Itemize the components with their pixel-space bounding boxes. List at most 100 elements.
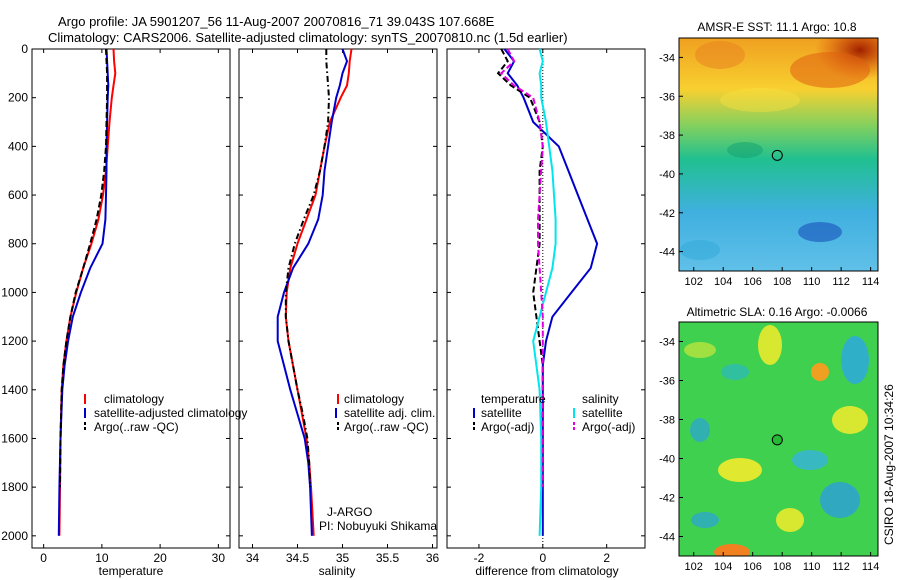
y-tick-label: 1400 (1, 383, 28, 397)
temperature-ticks: 0 10 20 30 0 200 400 600 800 1000 1200 1400 1600 1800… (1, 42, 230, 565)
x-tick-label: 30 (212, 551, 226, 565)
map-x-tick-label: 102 (685, 561, 703, 573)
map-y-tick-label: -40 (659, 454, 675, 466)
temperature-series (57, 48, 117, 536)
sla-map-frame (678, 321, 879, 557)
series-line-temperature-argo-adj (496, 48, 544, 488)
temperature-xlabel: temperature (99, 564, 164, 578)
sst-map-panel: AMSR-E SST: 11.1 Argo: 10.8 102 104 106 108… (659, 20, 879, 288)
sla-map-ticks: 102 104 106 108 110 112 114 -34 -36 -38 -40 -42 -44 (659, 337, 879, 574)
sla-blob-10 (820, 482, 860, 518)
salinity-panel: 34 34.5 35 35.5 36 salinity climatology sate… (238, 48, 439, 578)
x-tick-label: 35.5 (376, 551, 400, 565)
argo-location-marker (771, 149, 783, 161)
series-line-argo-raw-qc (59, 48, 109, 488)
sla-map-panel: Altimetric SLA: 0.16 Argo: -0.0066 102 10… (659, 305, 879, 573)
sst-blue-patch (680, 240, 720, 260)
salinity-legend: climatology satellite adj. clim. Argo(..… (335, 392, 435, 434)
map-y-tick-label: -34 (659, 337, 675, 349)
legend-label-temp-satellite: satellite (481, 406, 522, 420)
difference-xlabel: difference from climatology (475, 564, 618, 578)
figure-title-line2: Climatology: CARS2006. Satellite-adjuste… (48, 30, 568, 45)
argo-location-marker-sla (771, 434, 783, 446)
x-tick-label: 10 (95, 551, 109, 565)
series-line-salinity-argo-adj (499, 48, 544, 488)
legend-group-salinity: salinity (582, 392, 619, 406)
map-y-tick-label: -38 (659, 415, 675, 427)
map-y-tick-label: -36 (659, 91, 675, 103)
map-x-tick-label: 112 (832, 276, 850, 288)
sst-green-patch (727, 142, 763, 158)
sst-map-title: AMSR-E SST: 11.1 Argo: 10.8 (697, 20, 857, 34)
sla-blob-13 (776, 508, 804, 532)
sla-blob-2 (721, 364, 749, 380)
y-tick-label: 1200 (1, 334, 28, 348)
sla-blob-3 (758, 325, 782, 365)
temperature-legend: climatology satellite-adjusted climatolo… (84, 392, 247, 434)
x-tick-label: 2 (603, 551, 610, 565)
difference-axes-frame (446, 48, 646, 549)
y-tick-label: 1000 (1, 285, 28, 299)
map-x-tick-label: 106 (744, 276, 762, 288)
legend-label-argo: Argo(..raw -QC) (94, 420, 179, 434)
map-x-tick-label: 112 (832, 561, 850, 573)
map-y-tick-label: -34 (659, 52, 675, 64)
sla-blob-8 (718, 458, 762, 482)
temperature-panel: 0 10 20 30 0 200 400 600 800 1000 1200 1400 1600 1800… (1, 42, 247, 578)
x-tick-label: 34 (246, 551, 260, 565)
difference-ticks: -2 0 2 (447, 48, 645, 565)
map-x-tick-label: 110 (803, 561, 821, 573)
figure-title-line1: Argo profile: JA 5901207_56 11-Aug-2007 … (58, 14, 495, 29)
legend-label-satellite-adjusted: satellite-adjusted climatology (94, 406, 247, 420)
y-tick-label: 2000 (1, 529, 28, 543)
map-y-tick-label: -42 (659, 493, 675, 505)
map-y-tick-label: -36 (659, 376, 675, 388)
map-y-tick-label: -38 (659, 130, 675, 142)
sst-map-ticks: 102 104 106 108 110 112 114 -34 -36 -38 -40 -42 -44 (659, 52, 879, 288)
series-line-satellite-adj-clim (276, 48, 349, 536)
map-y-tick-label: -42 (659, 208, 675, 220)
map-x-tick-label: 104 (714, 276, 732, 288)
sla-blob-12 (714, 544, 750, 556)
map-x-tick-label: 110 (803, 276, 821, 288)
y-tick-label: 600 (8, 188, 28, 202)
y-tick-label: 200 (8, 91, 28, 105)
sla-map-title: Altimetric SLA: 0.16 Argo: -0.0066 (687, 305, 868, 319)
sst-cold-eddy (798, 222, 842, 242)
x-tick-label: 34.5 (286, 551, 310, 565)
annotation-j-argo: J-ARGO (327, 505, 372, 519)
y-tick-label: 800 (8, 237, 28, 251)
sst-warm-patch-2 (695, 41, 745, 69)
series-line-argo-raw-qc (284, 49, 331, 488)
y-tick-label: 1600 (1, 431, 28, 445)
temperature-axes-frame (31, 48, 231, 549)
y-tick-label: 1800 (1, 480, 28, 494)
sst-warm-patch (790, 52, 870, 88)
sla-blob-11 (691, 512, 719, 528)
legend-label-argo-sal: Argo(..raw -QC) (344, 420, 429, 434)
map-x-tick-label: 108 (773, 276, 791, 288)
legend-label-sal-satellite: satellite (582, 406, 623, 420)
difference-series (496, 48, 599, 536)
map-x-tick-label: 104 (714, 561, 732, 573)
y-tick-label: 0 (21, 42, 28, 56)
salinity-axes-frame (238, 48, 438, 549)
sla-blob-9 (792, 450, 828, 470)
series-line-satellite-adjusted-climatology (57, 48, 110, 536)
map-x-tick-label: 108 (773, 561, 791, 573)
map-x-tick-label: 106 (744, 561, 762, 573)
map-y-tick-label: -40 (659, 169, 675, 181)
sst-field (679, 38, 878, 271)
x-tick-label: 0 (539, 551, 546, 565)
series-line-salinity-satellite (532, 48, 557, 536)
legend-label-climatology-sal: climatology (344, 392, 404, 406)
sla-blob-6 (832, 406, 868, 434)
y-tick-label: 400 (8, 139, 28, 153)
legend-label-temp-argo: Argo(-adj) (481, 420, 534, 434)
sla-blob-1 (684, 342, 716, 358)
salinity-xlabel: salinity (319, 564, 356, 578)
map-y-tick-label: -44 (659, 532, 675, 544)
map-x-tick-label: 114 (862, 561, 880, 573)
legend-label-sal-argo: Argo(-adj) (582, 420, 635, 434)
series-line-climatology (284, 48, 353, 536)
